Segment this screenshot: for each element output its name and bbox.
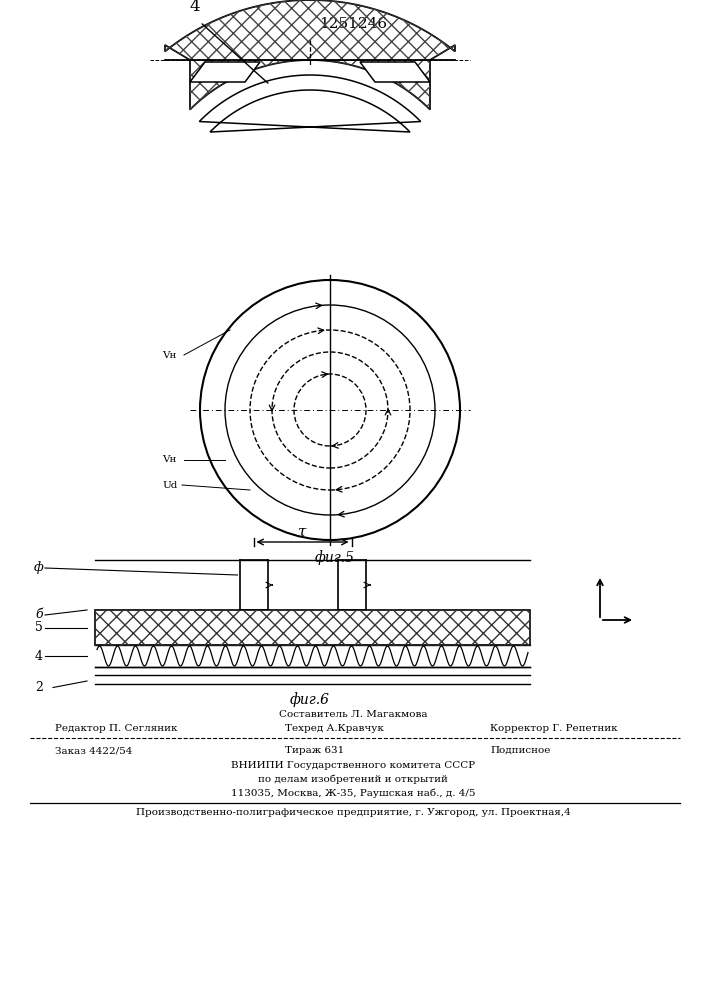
Text: Vн: Vн	[162, 456, 176, 464]
Text: Редактор П. Сегляник: Редактор П. Сегляник	[55, 724, 177, 733]
Text: ф: ф	[33, 562, 43, 574]
Text: Тираж 631: Тираж 631	[285, 746, 344, 755]
Polygon shape	[360, 62, 430, 82]
Text: Составитель Л. Магакмова: Составитель Л. Магакмова	[279, 710, 427, 719]
Text: по делам изобретений и открытий: по делам изобретений и открытий	[258, 775, 448, 784]
Text: Заказ 4422/54: Заказ 4422/54	[55, 746, 132, 755]
Text: Производственно-полиграфическое предприятие, г. Ужгород, ул. Проектная,4: Производственно-полиграфическое предприя…	[136, 808, 571, 817]
Text: 5: 5	[35, 621, 43, 634]
Text: 2: 2	[35, 681, 43, 694]
Text: Техред А.Кравчук: Техред А.Кравчук	[285, 724, 384, 733]
Text: фиг.6: фиг.6	[290, 692, 330, 707]
Text: Подписное: Подписное	[490, 746, 550, 755]
Text: τ: τ	[298, 525, 307, 539]
Polygon shape	[190, 62, 260, 82]
Polygon shape	[199, 75, 421, 132]
Text: 113035, Москва, Ж-35, Раушская наб., д. 4/5: 113035, Москва, Ж-35, Раушская наб., д. …	[230, 789, 475, 798]
Text: Ud: Ud	[162, 481, 177, 489]
Text: Корректор Г. Репетник: Корректор Г. Репетник	[490, 724, 618, 733]
Text: ВНИИПИ Государственного комитета СССР: ВНИИПИ Государственного комитета СССР	[231, 761, 475, 770]
Text: 4: 4	[35, 650, 43, 662]
Text: Vн: Vн	[162, 351, 176, 360]
Text: 4: 4	[189, 0, 200, 15]
Text: фиг.5: фиг.5	[315, 550, 355, 565]
Text: б: б	[35, 608, 43, 621]
Text: 1251246: 1251246	[319, 17, 387, 31]
Text: Фиг.4: Фиг.4	[290, 110, 330, 124]
Bar	[95, 610, 530, 645]
Bar	[95, 610, 530, 645]
Polygon shape	[165, 0, 455, 110]
